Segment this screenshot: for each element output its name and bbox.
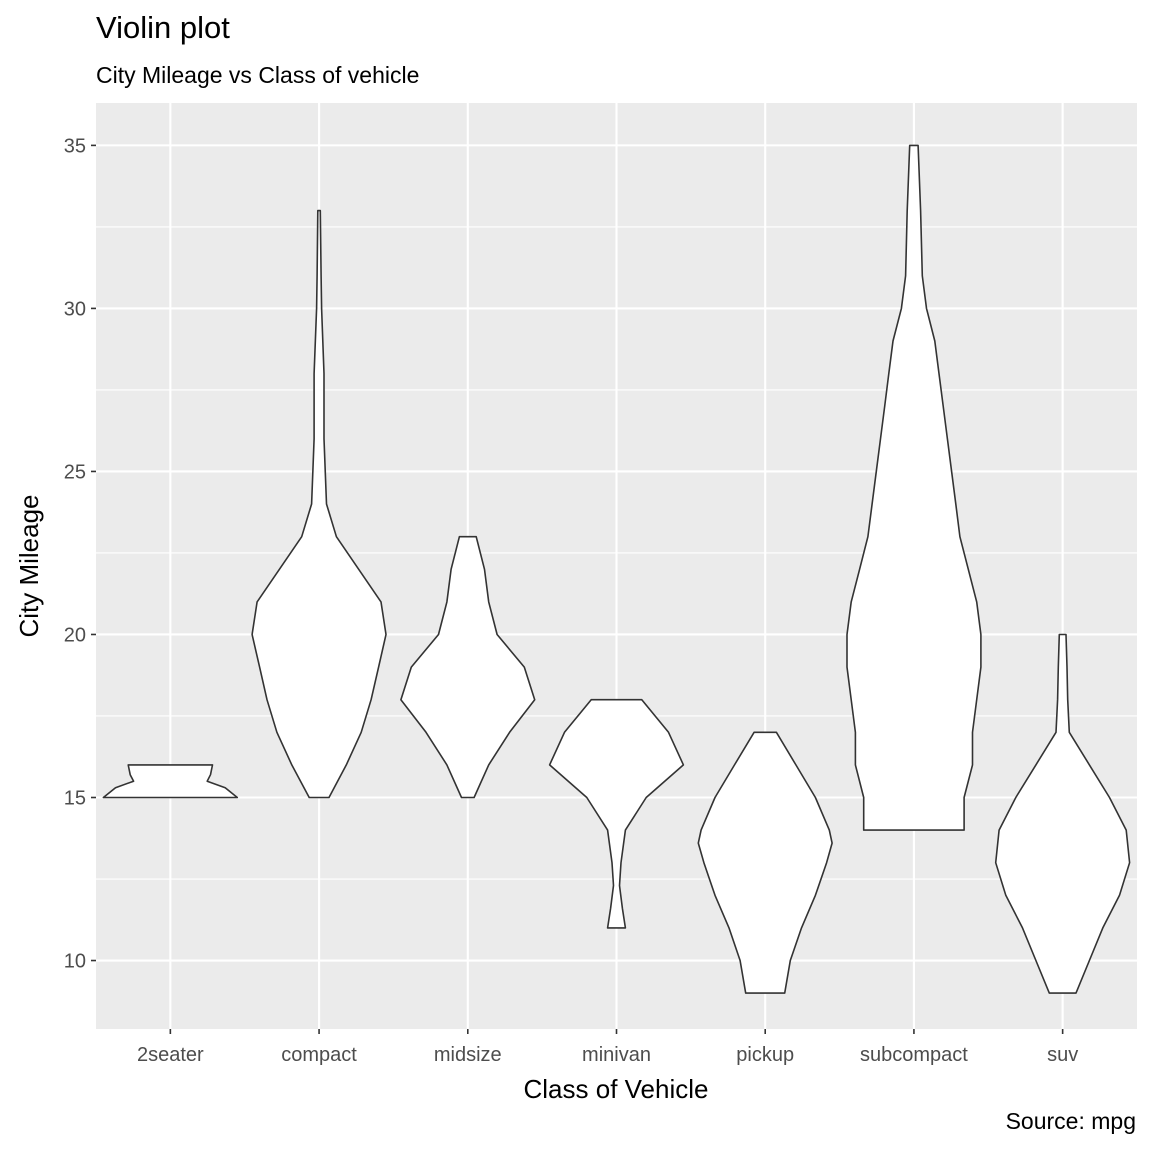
violin-subcompact [846, 144, 982, 831]
y-axis-ticks: 10 15 20 25 30 35 [64, 135, 96, 973]
x-axis-title: Class of Vehicle [524, 1074, 709, 1104]
y-tick-label: 25 [64, 461, 86, 483]
chart-caption: Source: mpg [1005, 1108, 1136, 1134]
y-tick-label: 20 [64, 624, 86, 646]
x-tick-label: suv [1047, 1044, 1078, 1066]
x-tick-label: 2seater [137, 1044, 204, 1066]
major-gridlines [96, 103, 1137, 1029]
violin-minivan [548, 698, 685, 929]
x-axis-ticks: 2seater compact midsize minivan pickup subcom… [137, 1029, 1078, 1066]
violin-midsize [400, 535, 536, 799]
y-tick-label: 35 [64, 135, 86, 157]
x-tick-label: compact [281, 1044, 357, 1066]
y-tick-label: 10 [64, 951, 86, 973]
x-tick-label: pickup [736, 1044, 794, 1066]
violin-suv [994, 633, 1131, 994]
y-tick-label: 30 [64, 298, 86, 320]
chart-title: Violin plot [96, 10, 230, 45]
violins [102, 144, 1131, 994]
violin-2seater [102, 764, 239, 799]
y-tick-label: 15 [64, 788, 86, 810]
x-tick-label: subcompact [860, 1044, 968, 1066]
chart-subtitle: City Mileage vs Class of vehicle [96, 62, 420, 88]
violin-pickup [697, 731, 833, 994]
x-tick-label: midsize [434, 1044, 502, 1066]
x-tick-label: minivan [582, 1044, 651, 1066]
y-axis-title: City Mileage [14, 494, 44, 637]
violin-compact [251, 209, 387, 799]
